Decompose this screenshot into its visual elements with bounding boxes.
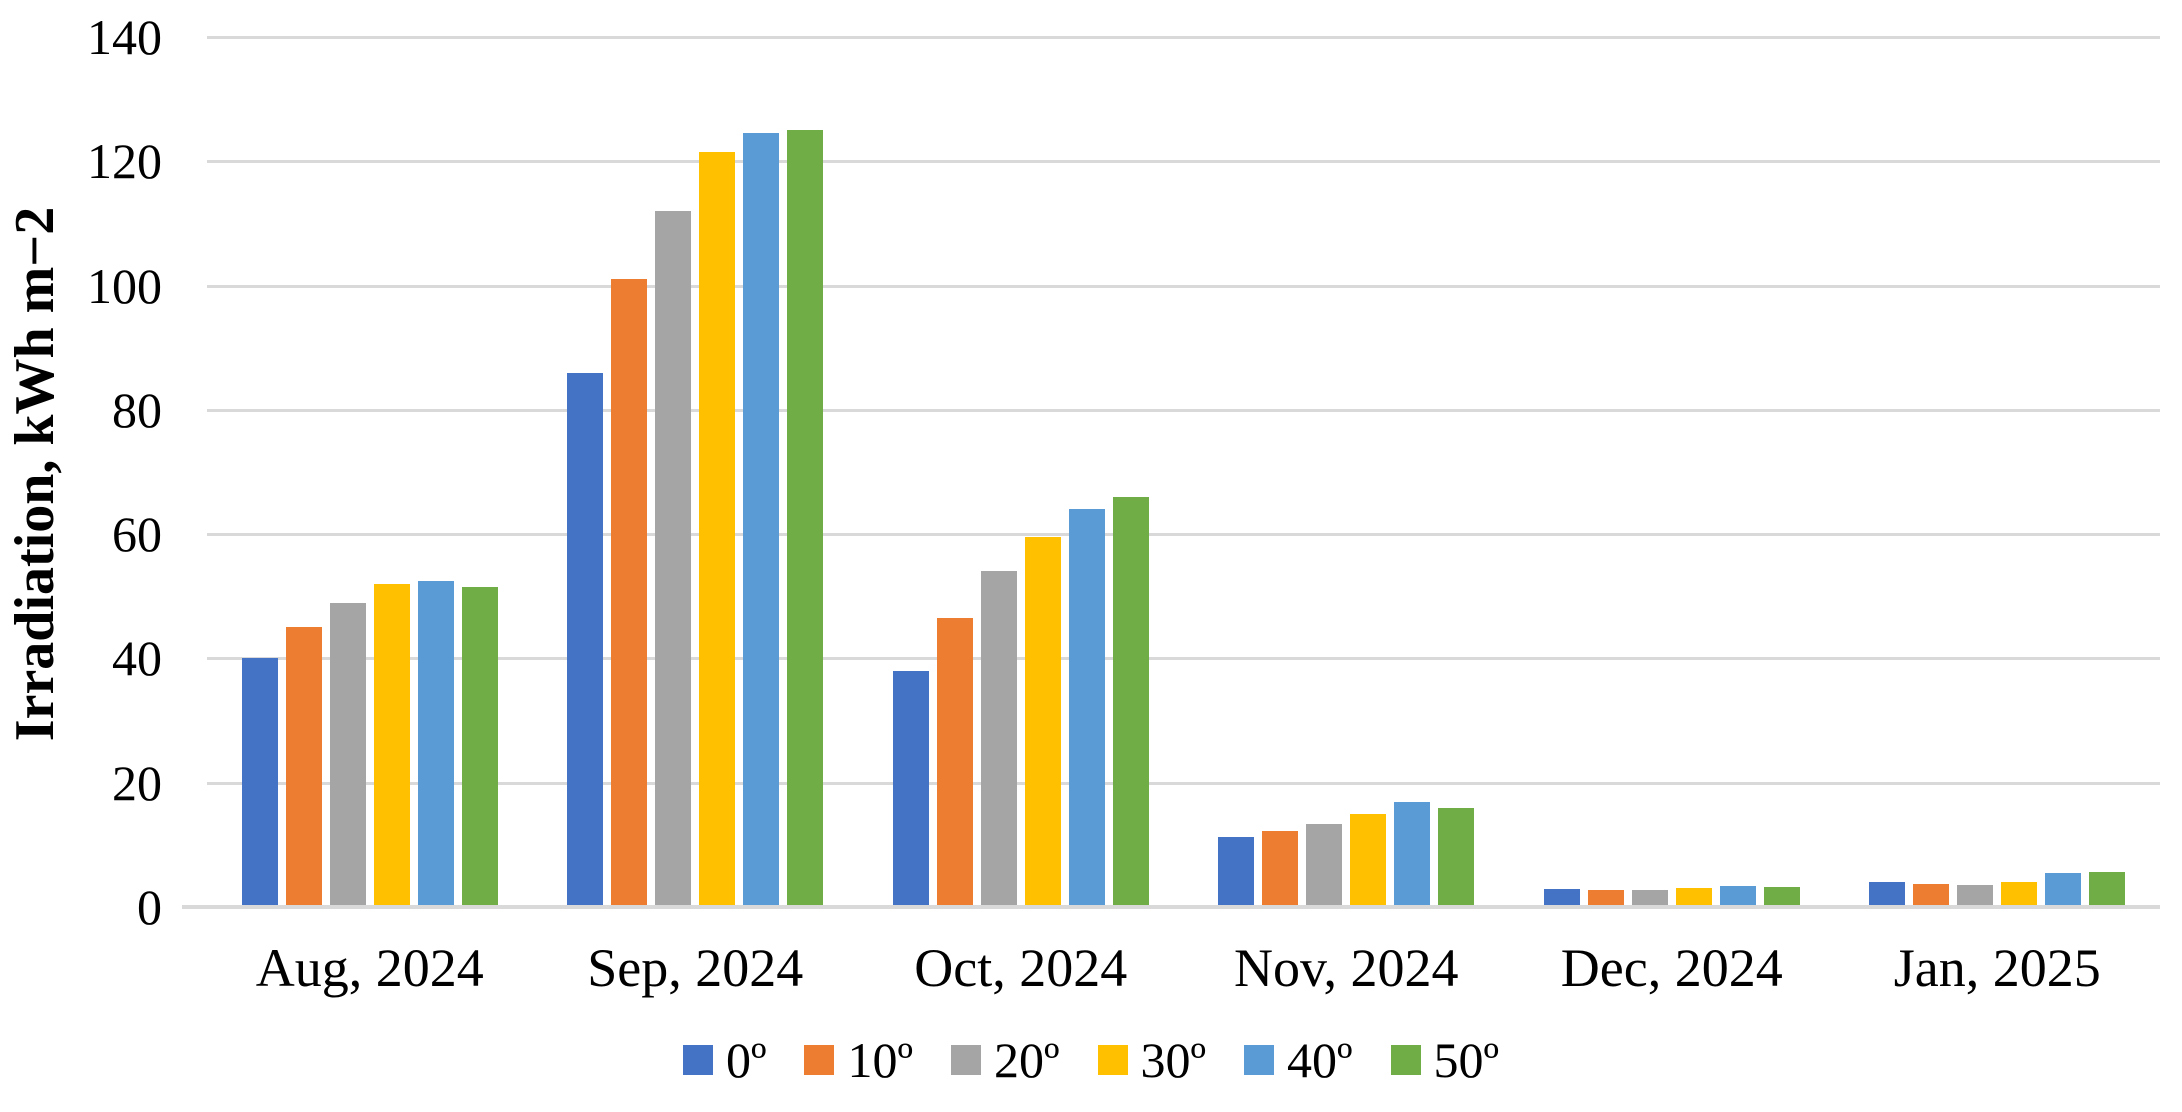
legend-label: 10º [847, 1032, 913, 1088]
y-tick-label-0: 0 [137, 879, 162, 935]
bar-0º-nov-2024 [1218, 836, 1255, 907]
bar-group-oct-2024 [858, 37, 1184, 907]
bar-30º-jan-2025 [2001, 881, 2038, 907]
legend-item-40º: 40º [1244, 1032, 1353, 1088]
bar-50º-sep-2024 [787, 130, 824, 907]
x-category-label-oct-2024: Oct, 2024 [914, 938, 1128, 998]
y-tick-label-100: 100 [87, 257, 162, 314]
x-axis-line [182, 905, 2160, 909]
bar-10º-sep-2024 [611, 279, 648, 907]
x-category-label-sep-2024: Sep, 2024 [587, 938, 804, 998]
bar-0º-sep-2024 [567, 372, 604, 907]
gridline-40 [207, 657, 2160, 661]
y-tick-label-40: 40 [112, 630, 162, 687]
bar-50º-nov-2024 [1438, 807, 1475, 907]
legend-item-30º: 30º [1097, 1032, 1207, 1088]
y-tick-label-60: 60 [112, 506, 162, 563]
bar-0º-jan-2025 [1869, 881, 1906, 907]
bar-20º-sep-2024 [655, 211, 692, 907]
bar-20º-dec-2024 [1631, 889, 1668, 907]
legend-label: 50º [1433, 1032, 1500, 1088]
bar-10º-oct-2024 [936, 618, 973, 907]
gridline-140 [207, 36, 2160, 39]
legend-item-10º: 10º [804, 1032, 913, 1088]
bar-40º-oct-2024 [1068, 509, 1105, 907]
y-tick-label-120: 120 [87, 133, 162, 190]
legend-label: 30º [1140, 1032, 1207, 1088]
legend-marker-icon [1390, 1045, 1421, 1075]
bar-50º-jan-2025 [2089, 872, 2126, 907]
legend-label: 20º [993, 1032, 1060, 1088]
legend-item-20º: 20º [950, 1032, 1060, 1088]
gridline-120 [207, 160, 2160, 164]
bar-30º-dec-2024 [1675, 888, 1712, 907]
legend-item-50º: 50º [1390, 1032, 1500, 1088]
bar-50º-aug-2024 [461, 586, 498, 907]
bar-10º-aug-2024 [285, 627, 322, 907]
y-tick-label-80: 80 [112, 381, 162, 438]
bar-20º-oct-2024 [980, 571, 1017, 907]
bar-10º-jan-2025 [1913, 884, 1950, 907]
bar-group-nov-2024 [1184, 37, 1510, 907]
bar-20º-jan-2025 [1957, 885, 1994, 907]
bar-20º-aug-2024 [329, 602, 366, 907]
bar-group-dec-2024 [1509, 37, 1835, 907]
bar-40º-jan-2025 [2045, 872, 2082, 907]
bar-0º-oct-2024 [892, 670, 929, 907]
bar-50º-oct-2024 [1112, 496, 1149, 907]
legend-marker-icon [682, 1045, 713, 1075]
bar-40º-dec-2024 [1719, 885, 1756, 907]
bar-0º-aug-2024 [241, 658, 278, 907]
x-category-label-nov-2024: Nov, 2024 [1234, 938, 1459, 998]
bar-40º-aug-2024 [417, 580, 454, 907]
x-category-label-dec-2024: Dec, 2024 [1560, 938, 1783, 998]
y-tick-label-20: 20 [112, 754, 162, 811]
legend-label: 40º [1287, 1032, 1353, 1088]
bar-0º-dec-2024 [1543, 888, 1580, 907]
legend-marker-icon [950, 1045, 981, 1075]
gridline-20 [207, 781, 2160, 785]
gridline-60 [207, 533, 2160, 537]
bar-30º-nov-2024 [1350, 814, 1387, 907]
bar-10º-nov-2024 [1262, 831, 1299, 907]
bar-20º-nov-2024 [1306, 823, 1343, 907]
legend-label: 0º [725, 1032, 767, 1088]
gridline-100 [207, 284, 2160, 288]
x-category-label-aug-2024: Aug, 2024 [255, 938, 484, 998]
bar-30º-aug-2024 [373, 583, 410, 907]
bar-40º-sep-2024 [743, 133, 780, 907]
legend-item-0º: 0º [682, 1032, 767, 1088]
gridline-80 [207, 408, 2160, 412]
x-category-label-jan-2025: Jan, 2025 [1893, 938, 2101, 998]
bar-30º-sep-2024 [699, 151, 736, 907]
legend: 0º 10º 20º 30º 40º 50º [0, 1032, 2182, 1088]
plot-area [207, 36, 2161, 907]
bar-group-aug-2024 [207, 37, 533, 907]
y-tick-label-140: 140 [87, 9, 162, 65]
bar-group-jan-2025 [1835, 37, 2161, 907]
bar-group-sep-2024 [533, 37, 859, 907]
bar-50º-dec-2024 [1763, 887, 1800, 907]
legend-marker-icon [1097, 1045, 1128, 1075]
bar-40º-nov-2024 [1394, 801, 1431, 907]
bar-30º-oct-2024 [1024, 537, 1061, 907]
legend-marker-icon [1244, 1045, 1275, 1075]
legend-marker-icon [804, 1045, 835, 1075]
bar-10º-dec-2024 [1587, 890, 1624, 907]
